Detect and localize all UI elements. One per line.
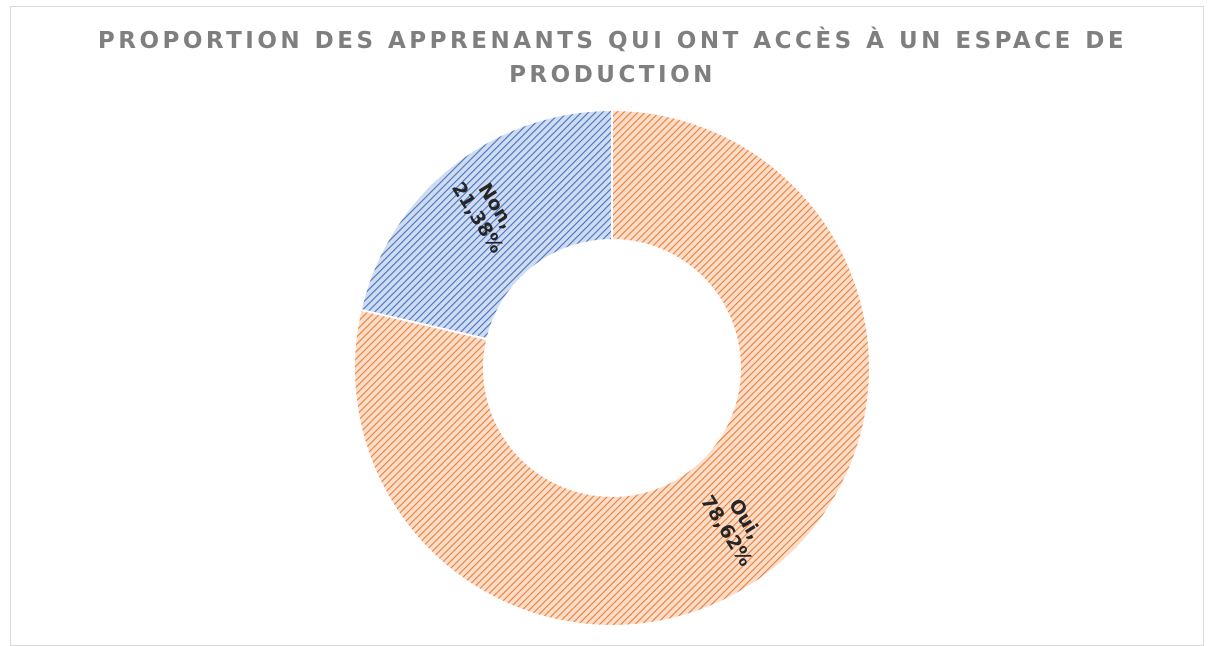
- donut-segment: [359, 108, 613, 341]
- donut-segment: [353, 108, 871, 627]
- chart-title: PROPORTION DES APPRENANTS QUI ONT ACCÈS …: [97, 28, 1128, 88]
